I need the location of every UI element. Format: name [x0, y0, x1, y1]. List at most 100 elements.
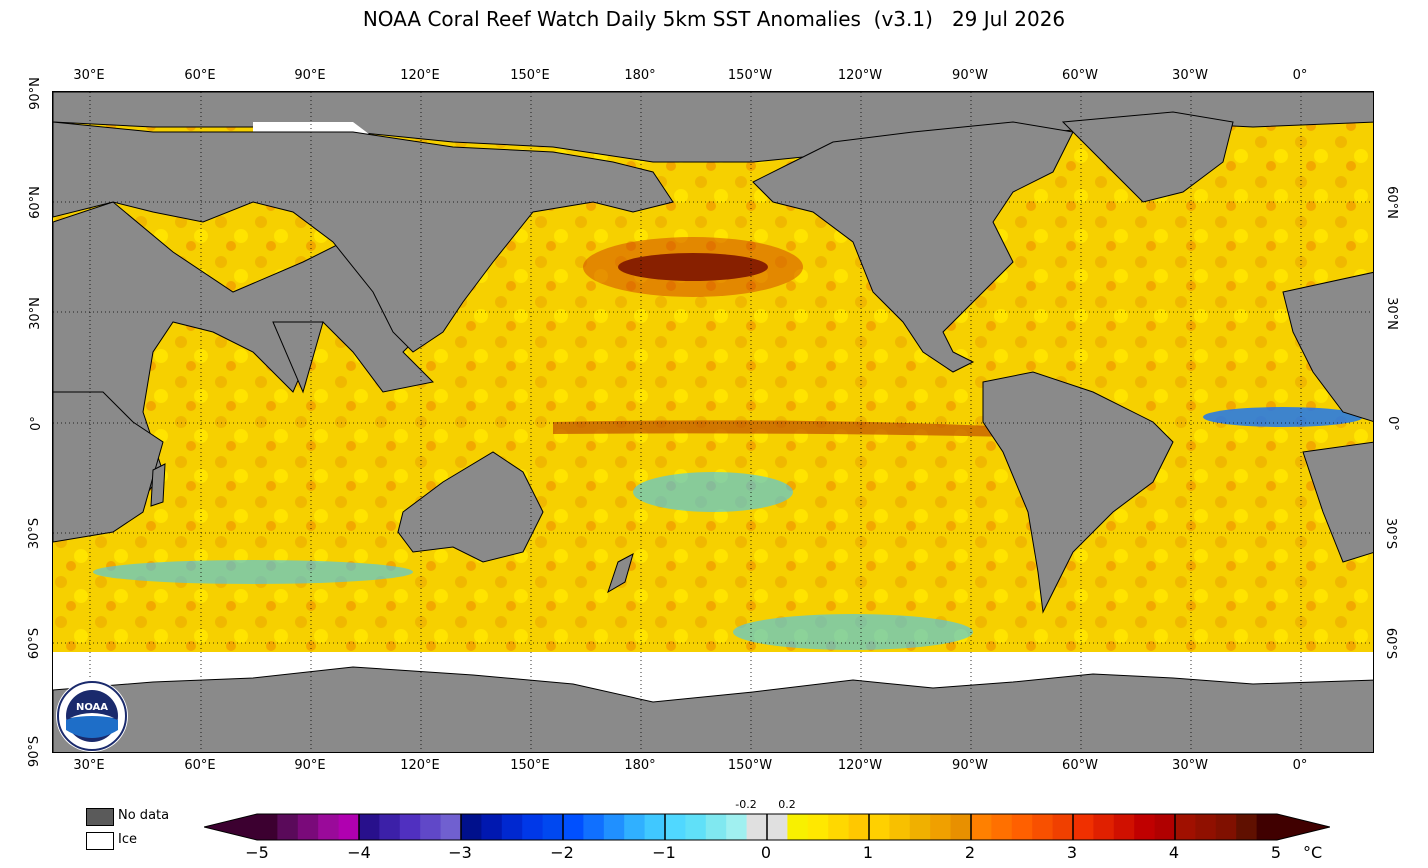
- colorbar-cell: [726, 814, 748, 840]
- asia: [53, 121, 674, 353]
- colorbar-tick-label: −2: [550, 843, 574, 862]
- lon-label: 30°E: [73, 758, 105, 773]
- lon-label: 30°E: [73, 68, 105, 83]
- lon-label: 60°E: [184, 758, 216, 773]
- lat-label: 0°: [28, 416, 44, 431]
- map-svg: [53, 92, 1373, 752]
- colorbar-cell: [1175, 814, 1196, 840]
- colorbar-cell: [318, 814, 340, 840]
- lon-label: 90°E: [294, 68, 326, 83]
- lon-label: 120°E: [400, 758, 440, 773]
- colorbar-cell: [828, 814, 850, 840]
- colorbar-cell: [1093, 814, 1115, 840]
- south-america: [982, 371, 1174, 614]
- lon-label: 60°W: [1062, 68, 1098, 83]
- australia: [397, 451, 544, 563]
- colorbar-cell: [1032, 814, 1054, 840]
- lon-label: 0°: [1292, 68, 1308, 83]
- colorbar-cell: [1256, 814, 1278, 840]
- colorbar-tick-label: −3: [448, 843, 472, 862]
- colorbar-tick-label: 0: [760, 843, 772, 862]
- colorbar-unit: °C: [1303, 843, 1323, 862]
- lon-label: 150°W: [727, 68, 773, 83]
- colorbar-cell: [971, 814, 992, 840]
- colorbar-cell: [767, 814, 788, 840]
- no-data-swatch: [86, 808, 114, 826]
- lat-label: 0°: [1384, 416, 1400, 431]
- lon-label: 60°E: [184, 68, 216, 83]
- colorbar: [203, 812, 1331, 842]
- sst-anomaly-map: [52, 91, 1374, 753]
- lon-label: 150°E: [510, 758, 550, 773]
- equatorial-warm-band: [553, 420, 1013, 437]
- lat-label: 60°S: [27, 627, 43, 660]
- lon-label: 150°E: [510, 68, 550, 83]
- colorbar-cell: [909, 814, 931, 840]
- colorbar-cell: [297, 814, 319, 840]
- colorbar-cell: [1154, 814, 1176, 840]
- colorbar-cell: [1215, 814, 1237, 840]
- colorbar-cell: [542, 814, 564, 840]
- noaa-logo: NOAA: [56, 680, 128, 752]
- ice-swatch: [86, 832, 114, 850]
- africa-east: [1302, 441, 1373, 563]
- lat-label: 30°S: [27, 517, 43, 550]
- colorbar-cell: [1113, 814, 1135, 840]
- lon-label: 180°: [624, 68, 656, 83]
- lon-label: 120°W: [837, 68, 883, 83]
- lon-label: 90°W: [952, 68, 988, 83]
- ice-label: Ice: [118, 832, 137, 847]
- lat-label: 90°N: [27, 77, 43, 110]
- colorbar-cell: [583, 814, 605, 840]
- colorbar-cell: [257, 814, 278, 840]
- lon-label: 150°W: [727, 758, 773, 773]
- atlantic-cool-patch: [1203, 407, 1363, 427]
- lon-label: 30°W: [1172, 68, 1208, 83]
- colorbar-small-label: -0.2: [735, 798, 757, 811]
- colorbar-cell: [379, 814, 401, 840]
- colorbar-cell: [624, 814, 646, 840]
- lon-label: 0°: [1292, 758, 1308, 773]
- colorbar-tick-label: 4: [1168, 843, 1180, 862]
- greenland: [1061, 111, 1234, 203]
- colorbar-cell: [522, 814, 544, 840]
- colorbar-cell: [461, 814, 482, 840]
- lon-label: 30°W: [1172, 758, 1208, 773]
- colorbar-cell: [930, 814, 952, 840]
- india: [272, 321, 324, 394]
- colorbar-cell: [1236, 814, 1258, 840]
- colorbar-cell: [991, 814, 1013, 840]
- lon-label: 90°E: [294, 758, 326, 773]
- colorbar-cell: [705, 814, 727, 840]
- colorbar-cell: [1195, 814, 1217, 840]
- colorbar-tick-label: −4: [347, 843, 371, 862]
- colorbar-cell: [1134, 814, 1156, 840]
- lat-label: 30°N: [27, 297, 43, 330]
- europe-africa-east: [1282, 271, 1373, 422]
- lat-label: 60°S: [1383, 627, 1399, 660]
- colorbar-cell: [889, 814, 911, 840]
- lat-label: 60°N: [1383, 186, 1399, 219]
- noaa-logo-icon: NOAA: [57, 681, 127, 751]
- lon-label: 180°: [624, 758, 656, 773]
- colorbar-tick-label: 3: [1066, 843, 1078, 862]
- colorbar-cell: [665, 814, 686, 840]
- lon-label: 90°W: [952, 758, 988, 773]
- colorbar-cell: [359, 814, 380, 840]
- colorbar-cell: [1011, 814, 1033, 840]
- colorbar-min-arrow: [204, 814, 257, 840]
- colorbar-cell: [338, 814, 360, 840]
- lat-label: 30°S: [1383, 517, 1399, 550]
- no-data-label: No data: [118, 808, 170, 823]
- colorbar-small-label: 0.2: [778, 798, 796, 811]
- colorbar-cell: [644, 814, 666, 840]
- colorbar-cell: [848, 814, 870, 840]
- colorbar-cell: [603, 814, 625, 840]
- lat-label: 30°N: [1383, 297, 1399, 330]
- arctic-land: [53, 92, 1373, 163]
- colorbar-cell: [277, 814, 299, 840]
- colorbar-cell: [481, 814, 503, 840]
- lat-label: 60°N: [27, 186, 43, 219]
- colorbar-cell: [563, 814, 584, 840]
- lon-label: 120°E: [400, 68, 440, 83]
